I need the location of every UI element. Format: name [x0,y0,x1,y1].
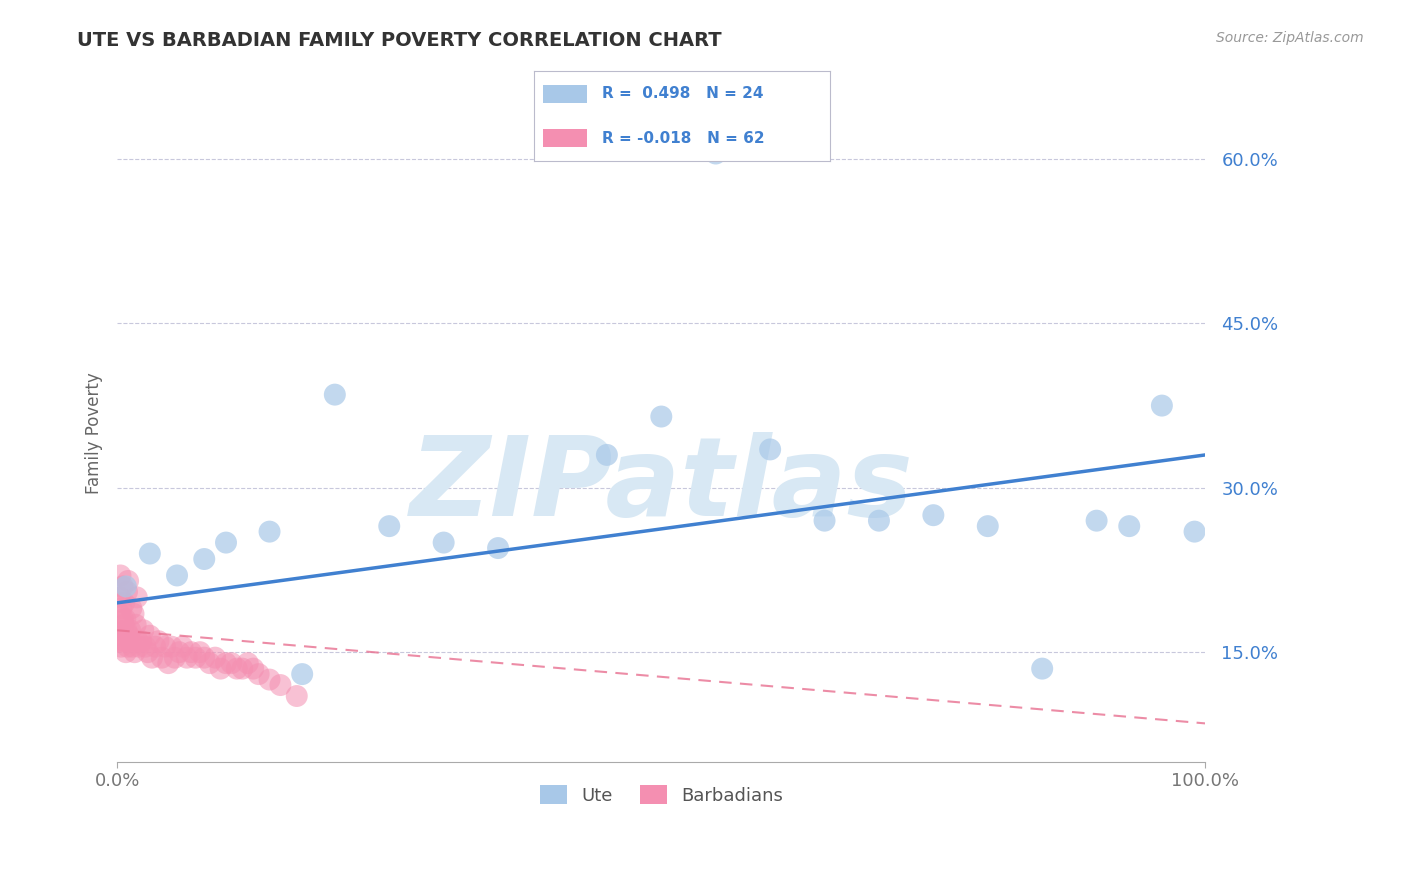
Point [122,607,145,621]
Point [1085,514,1108,528]
Point [596,448,619,462]
Point [176,650,198,665]
Point [157,656,180,670]
Point [120,601,142,615]
Point [139,629,162,643]
Point [247,667,270,681]
Point [115,579,138,593]
Point [231,662,253,676]
Point [112,617,135,632]
Point [110,568,132,582]
Point [121,640,143,654]
Point [193,650,215,665]
Point [922,508,945,523]
Point [204,650,226,665]
Point [650,409,672,424]
Point [180,645,202,659]
Point [112,612,135,626]
Point [136,645,159,659]
Point [129,634,152,648]
Point [134,640,156,654]
Point [120,624,142,638]
Point [114,612,136,626]
Point [291,667,314,681]
Point [236,656,259,670]
Point [215,656,238,670]
Point [110,601,132,615]
Point [1150,399,1173,413]
Legend: Ute, Barbadians: Ute, Barbadians [533,778,790,812]
Text: ZIPatlas: ZIPatlas [409,432,912,539]
Point [977,519,1000,533]
Text: Source: ZipAtlas.com: Source: ZipAtlas.com [1216,31,1364,45]
Point [124,645,146,659]
Point [242,662,264,676]
FancyBboxPatch shape [543,85,588,103]
Point [127,634,149,648]
Point [225,662,247,676]
Point [115,624,138,638]
Point [184,650,207,665]
Point [259,673,281,687]
Point [108,591,131,605]
Point [153,640,176,654]
Point [139,547,162,561]
FancyBboxPatch shape [543,129,588,147]
Point [269,678,291,692]
Point [1118,519,1140,533]
Text: R = -0.018   N = 62: R = -0.018 N = 62 [602,131,765,145]
Point [160,640,183,654]
Point [111,579,134,593]
Point [172,640,194,654]
Point [1184,524,1206,539]
Point [215,535,238,549]
Point [188,645,211,659]
Point [117,640,139,654]
Point [141,650,163,665]
Text: R =  0.498   N = 24: R = 0.498 N = 24 [602,87,763,101]
Point [125,591,148,605]
Point [114,634,136,648]
Point [193,552,215,566]
Point [148,634,170,648]
Point [486,541,509,555]
Point [112,596,135,610]
Point [111,629,134,643]
Point [323,387,346,401]
Point [163,650,186,665]
Point [221,656,243,670]
Point [759,442,782,457]
Point [813,514,835,528]
Point [117,574,139,588]
Point [150,650,173,665]
Point [433,535,456,549]
Point [110,640,132,654]
Point [167,645,190,659]
Y-axis label: Family Poverty: Family Poverty [86,372,103,494]
Point [868,514,890,528]
Point [118,629,141,643]
Point [108,634,131,648]
Point [107,624,129,638]
Point [198,656,221,670]
Point [108,607,131,621]
Point [132,624,155,638]
Point [209,662,232,676]
Point [125,617,148,632]
Text: UTE VS BARBADIAN FAMILY POVERTY CORRELATION CHART: UTE VS BARBADIAN FAMILY POVERTY CORRELAT… [77,31,721,50]
Point [259,524,281,539]
Point [166,568,188,582]
Point [115,585,138,599]
Point [143,640,166,654]
Point [378,519,401,533]
Point [1031,662,1053,676]
Point [704,146,727,161]
Point [285,689,308,703]
Point [115,645,138,659]
Point [128,640,150,654]
